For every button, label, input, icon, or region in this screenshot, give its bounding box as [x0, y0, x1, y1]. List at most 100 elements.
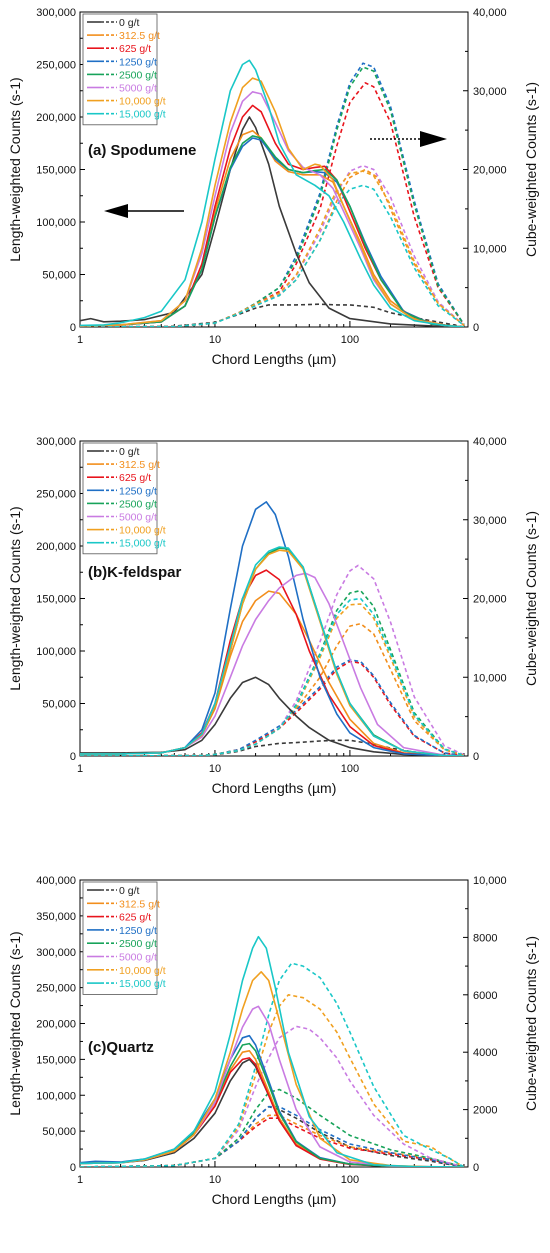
y-left-tick-label: 0	[70, 322, 76, 334]
y-left-tick-label: 50,000	[42, 270, 76, 282]
y-left-axis-title: Length-weighted Counts (s-1)	[7, 506, 23, 690]
x-tick-label: 1	[77, 763, 83, 775]
y-right-tick-label: 0	[473, 1162, 479, 1174]
legend-box	[82, 881, 158, 995]
legend-label: 625 g/t	[119, 472, 151, 484]
y-left-tick-label: 150,000	[36, 1054, 76, 1066]
legend-label: 1250 g/t	[119, 485, 157, 497]
series-line-cube-6	[80, 994, 465, 1167]
x-tick-label: 100	[341, 763, 359, 775]
legend-label: 2500 g/t	[119, 498, 157, 510]
series-line-cube-7	[80, 597, 465, 756]
legend-label: 1250 g/t	[119, 56, 157, 68]
series-line-length-0	[80, 1058, 465, 1167]
series-line-length-5	[80, 572, 465, 756]
y-right-tick-label: 2000	[473, 1105, 497, 1117]
series-group	[80, 501, 465, 756]
y-left-tick-label: 250,000	[36, 489, 76, 501]
series-line-cube-3	[80, 659, 465, 756]
y-left-tick-label: 200,000	[36, 1019, 76, 1031]
legend-label: 5000 g/t	[119, 952, 157, 964]
y-left-tick-label: 150,000	[36, 165, 76, 177]
legend-label: 5000 g/t	[119, 83, 157, 95]
series-line-length-4	[80, 1042, 465, 1167]
panel-title: (b)K-feldspar	[88, 564, 181, 581]
legend-box	[82, 442, 158, 555]
y-right-tick-label: 10,000	[473, 243, 507, 255]
y-left-tick-label: 150,000	[36, 594, 76, 606]
legend-label: 2500 g/t	[119, 938, 157, 950]
legend-label: 0 g/t	[119, 885, 140, 897]
y-left-tick-label: 50,000	[42, 1126, 76, 1138]
y-left-tick-label: 250,000	[36, 983, 76, 995]
x-tick-label: 1	[77, 334, 83, 346]
x-tick-label: 10	[209, 1174, 221, 1186]
legend-label: 0 g/t	[119, 17, 140, 29]
left-axis-arrowhead	[104, 204, 128, 218]
y-right-tick-label: 0	[473, 751, 479, 763]
chart-panel-2: 0 50,000 100,000 150,000 200,000 250,000 300,0…	[7, 436, 539, 796]
y-right-tick-label: 6000	[473, 990, 497, 1002]
legend-label: 312.5 g/t	[119, 30, 160, 42]
y-left-tick-label: 0	[70, 1162, 76, 1174]
y-left-tick-label: 0	[70, 751, 76, 763]
y-right-tick-label: 0	[473, 322, 479, 334]
legend-label: 5000 g/t	[119, 512, 157, 524]
y-left-tick-label: 200,000	[36, 112, 76, 124]
legend-label: 312.5 g/t	[119, 459, 160, 471]
x-tick-label: 10	[209, 763, 221, 775]
chart-panel-1: 0 50,000 100,000 150,000 200,000 250,000 300,0…	[7, 7, 539, 367]
y-right-tick-label: 30,000	[473, 86, 507, 98]
legend-label: 312.5 g/t	[119, 898, 160, 910]
legend-label: 2500 g/t	[119, 69, 157, 81]
series-line-length-6	[80, 971, 465, 1167]
legend-label: 15,000 g/t	[119, 109, 166, 121]
legend-label: 0 g/t	[119, 446, 140, 458]
legend-label: 625 g/t	[119, 43, 151, 55]
y-left-tick-label: 100,000	[36, 217, 76, 229]
y-right-tick-label: 40,000	[473, 7, 507, 19]
y-right-axis-title: Cube-weighted Counts (s-1)	[523, 511, 539, 686]
y-left-tick-label: 200,000	[36, 541, 76, 553]
y-right-tick-label: 20,000	[473, 165, 507, 177]
y-right-tick-label: 40,000	[473, 436, 507, 448]
series-line-length-7	[80, 59, 465, 327]
legend-label: 15,000 g/t	[119, 538, 166, 550]
series-group	[80, 59, 465, 327]
series-line-cube-7	[80, 962, 465, 1167]
y-right-tick-label: 4000	[473, 1047, 497, 1059]
legend-label: 15,000 g/t	[119, 978, 166, 990]
series-line-length-0	[80, 676, 465, 756]
legend-label: 10,000 g/t	[119, 96, 166, 108]
series-group	[80, 935, 465, 1167]
y-right-axis-title: Cube-weighted Counts (s-1)	[523, 936, 539, 1111]
legend-label: 1250 g/t	[119, 925, 157, 937]
legend-box	[82, 13, 158, 126]
x-axis-title: Chord Lengths (µm)	[212, 351, 337, 367]
series-line-cube-5	[80, 1025, 465, 1167]
y-right-axis-title: Cube-weighted Counts (s-1)	[523, 82, 539, 257]
series-line-length-2	[80, 1057, 465, 1167]
x-tick-label: 100	[341, 1174, 359, 1186]
legend-label: 625 g/t	[119, 912, 151, 924]
x-tick-label: 10	[209, 334, 221, 346]
y-left-tick-label: 300,000	[36, 947, 76, 959]
right-axis-arrowhead	[420, 131, 447, 147]
y-right-tick-label: 30,000	[473, 515, 507, 527]
series-line-length-4	[80, 135, 465, 327]
x-tick-label: 100	[341, 334, 359, 346]
panel-title: (a) Spodumene	[88, 142, 196, 159]
y-right-tick-label: 10,000	[473, 875, 507, 887]
y-left-tick-label: 350,000	[36, 911, 76, 923]
series-line-length-5	[80, 1005, 465, 1167]
series-line-cube-7	[80, 184, 465, 327]
y-left-tick-label: 250,000	[36, 60, 76, 72]
y-left-axis-title: Length-weighted Counts (s-1)	[7, 931, 23, 1115]
legend-label: 10,000 g/t	[119, 965, 166, 977]
y-right-tick-label: 10,000	[473, 672, 507, 684]
y-left-tick-label: 100,000	[36, 646, 76, 658]
series-line-length-6	[80, 77, 465, 327]
series-line-length-7	[80, 935, 465, 1167]
y-left-tick-label: 400,000	[36, 875, 76, 887]
